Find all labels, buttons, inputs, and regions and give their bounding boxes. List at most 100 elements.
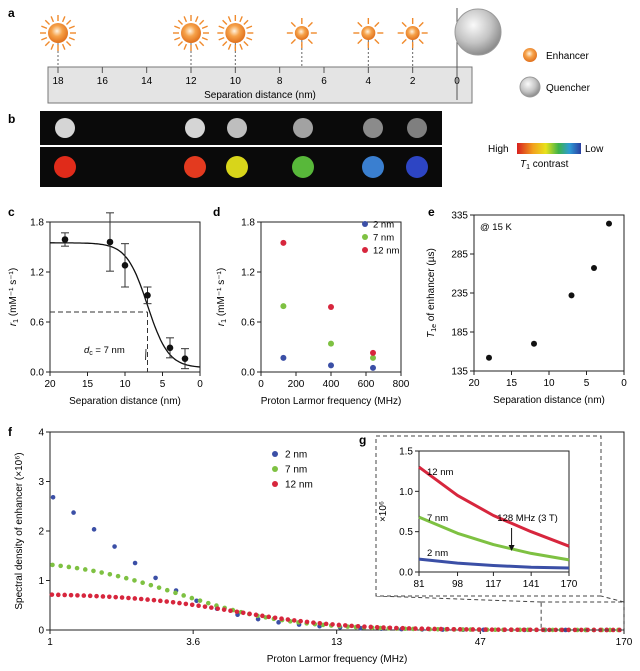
y-tick-label: 185 bbox=[451, 328, 468, 339]
y-tick-label: 1.2 bbox=[241, 268, 255, 279]
y-tick-label: 235 bbox=[451, 289, 468, 300]
enhancer-ray bbox=[201, 25, 208, 30]
data-point bbox=[342, 623, 348, 628]
x-tick-label: 117 bbox=[485, 579, 501, 590]
data-point bbox=[71, 510, 76, 515]
data-point bbox=[202, 604, 208, 609]
enhancer-ray bbox=[227, 16, 232, 23]
enhancer-ray bbox=[243, 40, 249, 47]
ruler-tick-label: 2 bbox=[410, 76, 416, 87]
marker-annotation: 128 MHz (3 T) bbox=[497, 513, 558, 524]
enhancer-ray bbox=[218, 25, 225, 30]
data-point bbox=[194, 598, 199, 604]
x-tick-label: 10 bbox=[119, 379, 131, 390]
data-point bbox=[323, 621, 329, 627]
legend-label: 7 nm bbox=[373, 233, 394, 244]
ruler-tick-label: 8 bbox=[277, 76, 283, 87]
data-point bbox=[438, 626, 444, 632]
enhancer-ray bbox=[357, 38, 363, 45]
enhancer-ray bbox=[307, 21, 313, 28]
data-point bbox=[591, 265, 597, 272]
data-point bbox=[280, 303, 287, 310]
ruler-tick-label: 14 bbox=[141, 76, 153, 87]
data-point bbox=[50, 562, 55, 568]
enhancer-legend-icon bbox=[523, 48, 537, 62]
data-point bbox=[197, 598, 203, 603]
legend-marker bbox=[362, 234, 368, 240]
y-tick-label: 0.6 bbox=[241, 318, 255, 329]
data-point bbox=[240, 610, 246, 616]
data-point bbox=[247, 611, 252, 617]
legend-label: 7 nm bbox=[285, 465, 307, 476]
data-point bbox=[255, 616, 261, 622]
ruler-tick-label: 4 bbox=[366, 76, 372, 87]
enhancer-ray bbox=[401, 21, 407, 28]
enhancer-particle bbox=[405, 26, 420, 40]
data-point bbox=[138, 596, 144, 602]
data-point bbox=[370, 364, 376, 371]
enhancer-ray bbox=[50, 16, 55, 23]
enhancer-ray bbox=[198, 19, 205, 26]
data-point bbox=[413, 626, 418, 631]
phantom-spots bbox=[54, 118, 428, 178]
data-point bbox=[66, 564, 72, 570]
enhancer-ray bbox=[61, 16, 66, 23]
data-point bbox=[132, 578, 137, 583]
enhancer-ray bbox=[243, 19, 249, 26]
data-point bbox=[158, 598, 163, 604]
data-point bbox=[74, 565, 80, 571]
enhancer-ray bbox=[218, 36, 225, 41]
data-point bbox=[75, 593, 80, 598]
panel-a-letter: a bbox=[8, 6, 15, 20]
x-tick-label: 5 bbox=[160, 379, 166, 390]
x-tick-label: 600 bbox=[358, 379, 375, 390]
x-tick-label: 141 bbox=[523, 579, 540, 590]
x-tick-label: 200 bbox=[288, 379, 305, 390]
y-tick-label: 0.5 bbox=[399, 527, 413, 538]
x-axis-label: Separation distance (nm) bbox=[69, 396, 181, 407]
panel-d-letter: d bbox=[213, 205, 220, 219]
quencher-particle bbox=[454, 8, 502, 56]
data-point bbox=[419, 626, 425, 632]
data-point bbox=[121, 262, 129, 269]
y-tick-label: 2 bbox=[38, 527, 44, 538]
t1-phantom-spot bbox=[293, 118, 313, 138]
data-point bbox=[151, 597, 157, 603]
data-point bbox=[144, 292, 151, 299]
panel-f-letter: f bbox=[8, 425, 13, 439]
data-point bbox=[368, 624, 374, 630]
enhancer-ray bbox=[246, 36, 253, 41]
ruler-tick-label: 6 bbox=[321, 76, 327, 87]
data-point bbox=[406, 626, 412, 631]
enhancer-ray bbox=[65, 40, 72, 47]
separation-ruler bbox=[47, 66, 473, 104]
legend-marker bbox=[362, 221, 368, 227]
x-tick-label: 400 bbox=[323, 379, 340, 390]
enhancer-legend-label: Enhancer bbox=[546, 51, 589, 62]
data-point bbox=[328, 340, 334, 347]
y-tick-label: 1.0 bbox=[399, 487, 413, 498]
ruler-axis-title: Separation distance (nm) bbox=[204, 90, 316, 101]
dc-annotation: dc = 7 nm bbox=[84, 345, 125, 357]
zoom-connector bbox=[375, 595, 542, 603]
data-point bbox=[177, 600, 182, 606]
y-tick-label: 0.0 bbox=[30, 368, 44, 379]
enhancer-ray bbox=[307, 38, 313, 45]
data-point bbox=[164, 599, 170, 604]
enhancer-ray bbox=[41, 25, 48, 30]
data-point bbox=[521, 627, 527, 633]
enhancer-particle bbox=[181, 23, 201, 43]
enhancer-ray bbox=[177, 19, 184, 26]
data-point bbox=[112, 544, 117, 549]
x-axis-label: Proton Larmor frequency (MHz) bbox=[267, 654, 408, 665]
enhancer-ray bbox=[239, 43, 243, 50]
data-point bbox=[276, 620, 281, 625]
plot-frame bbox=[418, 450, 570, 573]
t1-phantom-spot bbox=[407, 118, 427, 138]
data-point bbox=[91, 568, 96, 574]
x-tick-label: 5 bbox=[584, 378, 590, 389]
data-point bbox=[170, 599, 176, 605]
series-label: 12 nm bbox=[427, 467, 453, 478]
